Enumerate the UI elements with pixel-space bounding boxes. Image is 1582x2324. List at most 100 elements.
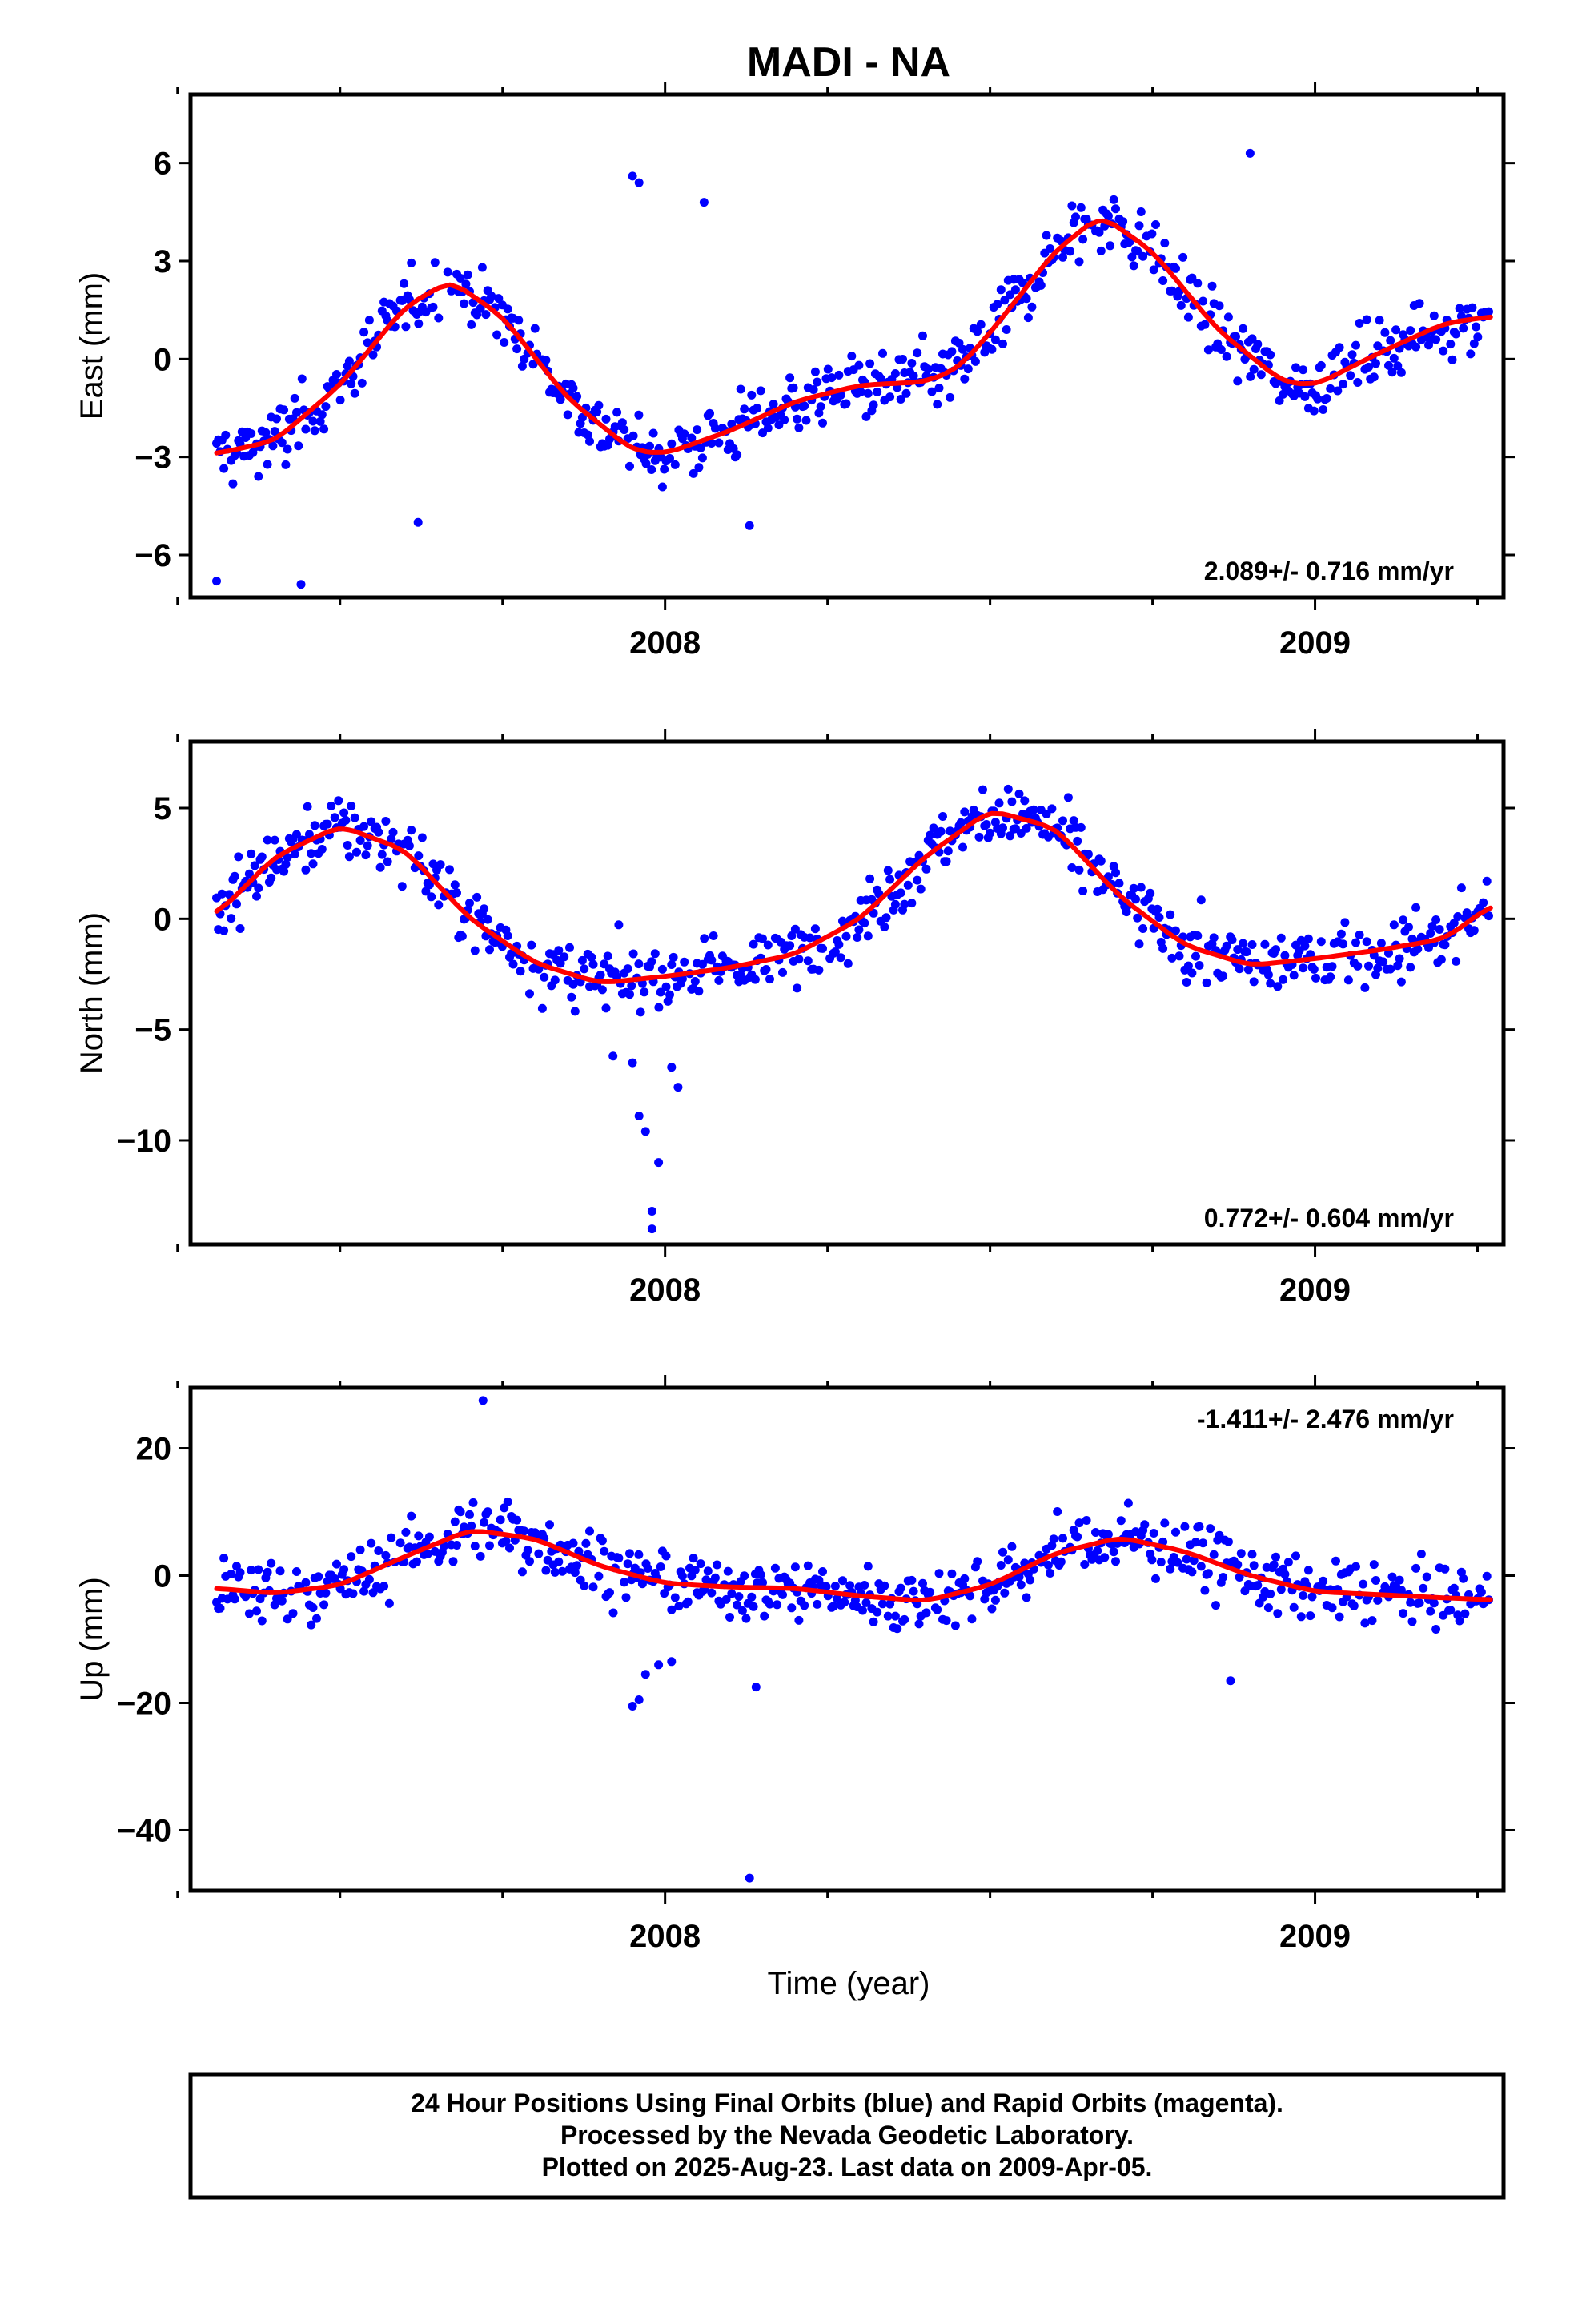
up-point — [608, 1608, 618, 1618]
north-point — [1209, 933, 1219, 943]
north-point — [998, 823, 1007, 833]
north-ytick-label: 0 — [154, 902, 171, 937]
east-point — [401, 322, 411, 332]
up-point — [1387, 1572, 1397, 1582]
up-point — [501, 1536, 511, 1546]
north-point — [627, 981, 636, 991]
up-point — [1111, 1557, 1120, 1566]
east-point — [517, 361, 527, 371]
up-point — [987, 1604, 997, 1614]
north-point — [1353, 961, 1363, 971]
north-point — [217, 889, 227, 899]
east-point — [1299, 365, 1308, 375]
north-xtick-label: 2008 — [629, 1273, 701, 1308]
up-point — [1371, 1576, 1380, 1585]
east-point — [1118, 217, 1128, 227]
east-point — [1362, 315, 1371, 324]
north-point — [1299, 963, 1308, 973]
north-point — [656, 987, 665, 997]
east-point — [221, 430, 231, 440]
up-point — [254, 1565, 263, 1574]
up-fit-line — [214, 1529, 1493, 1602]
north-point — [1239, 939, 1248, 948]
east-point — [530, 324, 540, 333]
east-point — [913, 348, 922, 358]
up-panel: −40 −20 0 20 2008 2009 Up (mm) -1.411+/- 2.47… — [74, 1375, 1515, 1954]
north-point — [421, 887, 431, 896]
east-point — [863, 388, 873, 398]
east-point — [1389, 353, 1399, 363]
up-point — [734, 1592, 744, 1602]
up-point — [661, 1551, 671, 1561]
north-point — [707, 955, 717, 965]
north-point — [1074, 865, 1084, 875]
north-outlier-point — [608, 1051, 618, 1061]
up-point — [568, 1538, 578, 1548]
up-point — [465, 1510, 474, 1519]
north-point — [377, 850, 387, 859]
east-point — [1439, 346, 1448, 356]
north-point — [1003, 784, 1013, 794]
north-point — [936, 826, 946, 836]
north-point — [700, 934, 709, 943]
east-point — [1446, 340, 1456, 349]
north-point — [527, 940, 536, 950]
east-point — [492, 330, 502, 340]
east-point — [801, 416, 811, 425]
north-point — [1146, 888, 1155, 898]
up-outlier-point — [640, 1670, 650, 1679]
up-point — [1058, 1534, 1067, 1543]
up-point — [725, 1613, 734, 1622]
up-point — [778, 1590, 787, 1599]
east-point — [733, 450, 742, 460]
east-point — [958, 344, 967, 354]
north-point — [763, 940, 773, 950]
up-point — [637, 1579, 647, 1589]
north-point — [1167, 953, 1177, 963]
x-axis-label: Time (year) — [768, 1966, 930, 2001]
north-point — [657, 964, 667, 974]
north-point — [1316, 937, 1326, 947]
east-point — [467, 320, 476, 329]
up-point — [890, 1611, 900, 1621]
north-point — [690, 977, 700, 986]
north-point — [793, 983, 802, 993]
north-outlier-point — [667, 1063, 677, 1072]
up-point — [934, 1569, 944, 1578]
north-point — [818, 943, 827, 953]
up-point — [690, 1566, 700, 1574]
north-point — [554, 946, 564, 955]
east-point — [990, 335, 1000, 344]
north-point — [1227, 935, 1237, 944]
north-point — [257, 852, 267, 862]
up-point — [244, 1609, 254, 1618]
east-point — [970, 356, 980, 366]
north-ytick-label: −10 — [117, 1124, 171, 1159]
north-point — [1122, 907, 1131, 917]
east-point — [503, 304, 512, 314]
up-ytick-label: −40 — [117, 1813, 171, 1848]
up-point — [1482, 1571, 1492, 1581]
north-point — [516, 967, 525, 976]
east-point — [885, 392, 895, 402]
east-point — [617, 418, 627, 428]
up-point — [267, 1558, 276, 1568]
up-point — [557, 1566, 567, 1576]
up-point — [770, 1563, 780, 1573]
east-point — [1364, 362, 1373, 372]
north-point — [628, 949, 638, 959]
north-point — [355, 836, 365, 845]
north-point — [383, 857, 392, 866]
north-point — [1311, 973, 1320, 983]
east-point — [363, 338, 372, 348]
east-point — [476, 304, 485, 313]
east-point — [818, 418, 827, 428]
east-point — [283, 444, 292, 454]
up-outlier-point — [628, 1702, 637, 1711]
up-point — [1056, 1557, 1066, 1566]
notes-line-3: Plotted on 2025-Aug-23. Last data on 200… — [542, 2153, 1153, 2181]
up-point — [733, 1600, 742, 1610]
north-point — [1469, 926, 1479, 935]
east-xtick-label: 2008 — [629, 625, 701, 661]
north-point — [597, 985, 607, 995]
